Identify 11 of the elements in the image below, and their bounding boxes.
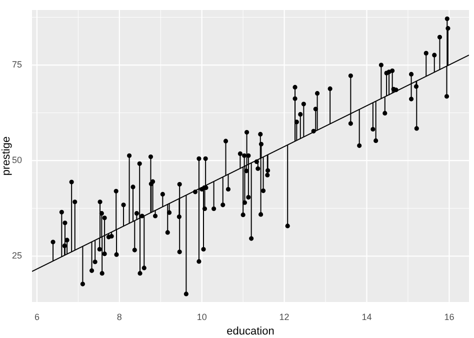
x-tick-label: 6 — [34, 312, 40, 322]
y-tick-label: 50 — [12, 155, 22, 166]
y-tick-label: 25 — [12, 250, 22, 261]
x-axis-title: education — [226, 325, 274, 338]
x-tick-label: 12 — [279, 312, 290, 322]
y-tick-label: 75 — [12, 60, 22, 70]
y-axis-title: prestige — [0, 136, 13, 176]
x-tick-label: 10 — [196, 312, 207, 322]
x-tick-label: 14 — [362, 312, 372, 322]
x-tick-label: 8 — [116, 312, 122, 322]
x-tick-label: 16 — [444, 312, 454, 322]
